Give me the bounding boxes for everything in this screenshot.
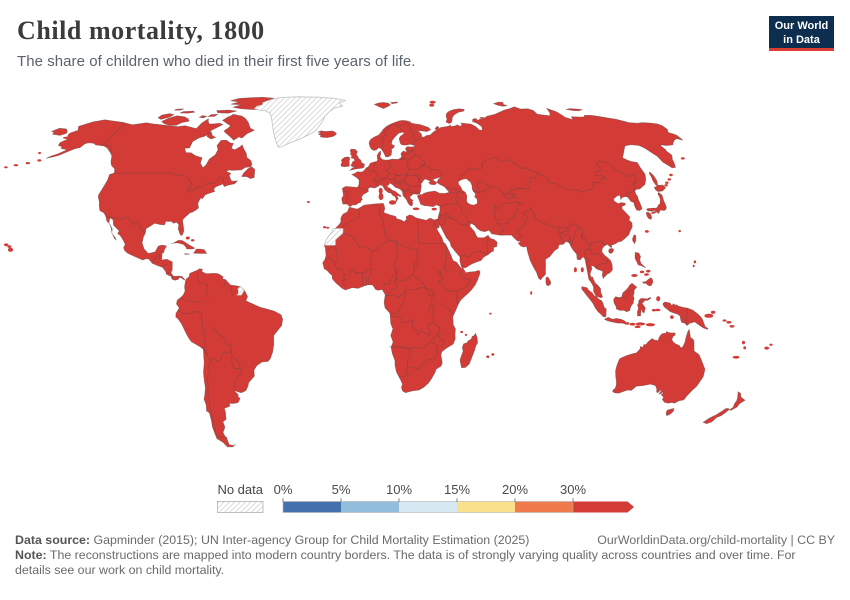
svg-text:No data: No data [217, 482, 263, 497]
svg-text:0%: 0% [274, 482, 293, 497]
svg-text:10%: 10% [386, 482, 412, 497]
svg-text:20%: 20% [502, 482, 528, 497]
svg-text:30%: 30% [560, 482, 586, 497]
svg-text:5%: 5% [332, 482, 351, 497]
svg-text:15%: 15% [444, 482, 470, 497]
